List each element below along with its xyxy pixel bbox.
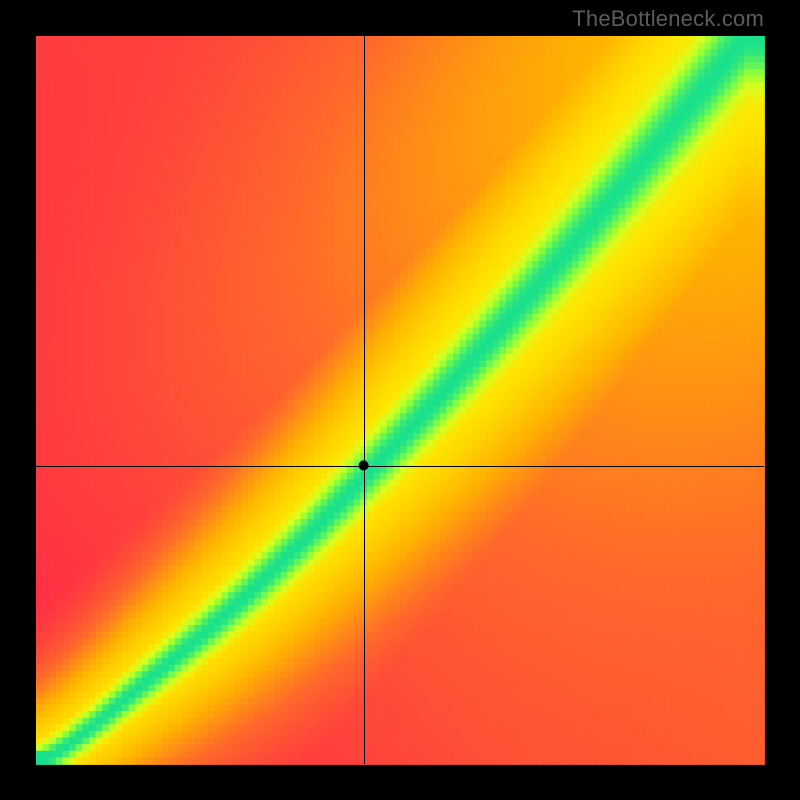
chart-frame: TheBottleneck.com <box>0 0 800 800</box>
watermark-text: TheBottleneck.com <box>572 6 764 32</box>
bottleneck-heatmap <box>0 0 800 800</box>
